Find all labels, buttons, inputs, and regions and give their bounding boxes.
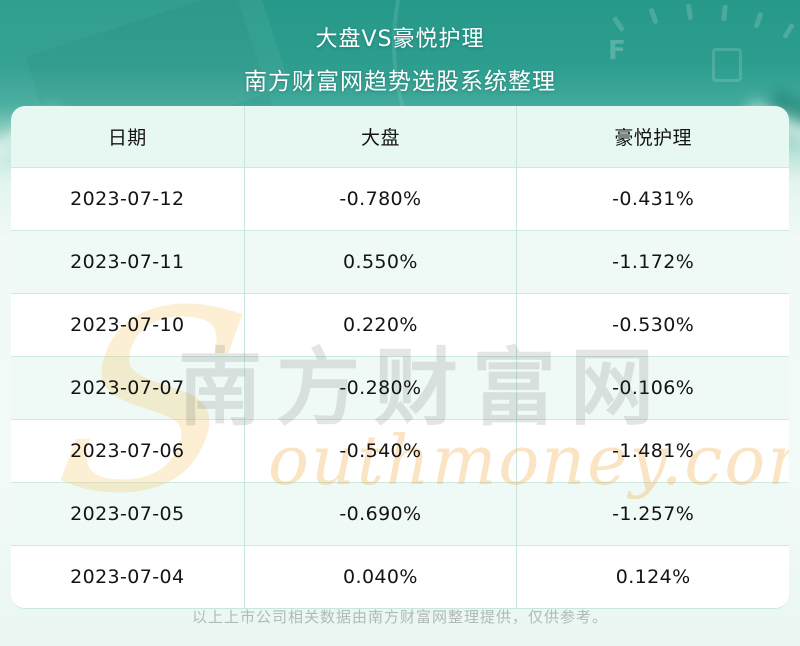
cell-value: 2023-07-11: [70, 251, 185, 273]
cell-value: -0.431%: [612, 188, 695, 210]
page-subtitle: 南方财富网趋势选股系统整理: [244, 69, 556, 95]
table-row: 2023-07-06 -0.540% -1.481%: [11, 419, 789, 482]
cell-value: 2023-07-06: [70, 440, 185, 462]
table-row: 2023-07-07 -0.280% -0.106%: [11, 356, 789, 419]
cell-value: -0.280%: [339, 377, 422, 399]
cell-value: -0.780%: [339, 188, 422, 210]
page-title: 大盘VS豪悦护理: [315, 27, 485, 52]
date-cell: 2023-07-05: [11, 483, 244, 545]
stock-cell: -0.431%: [516, 168, 789, 230]
cell-value: 2023-07-05: [70, 503, 185, 525]
cell-value: -1.257%: [612, 503, 695, 525]
comparison-table: 日期 大盘 豪悦护理 2023-07-12 -0.780% -0.431% 20…: [11, 106, 789, 609]
footer-disclaimer: 以上上市公司相关数据由南方财富网整理提供，仅供参考。: [191, 608, 608, 626]
stock-cell: -0.106%: [516, 357, 789, 419]
market-cell: -0.540%: [243, 420, 517, 482]
page-header: 大盘VS豪悦护理 南方财富网趋势选股系统整理: [0, 0, 800, 96]
col-header-market-text: 大盘: [361, 127, 400, 149]
cell-value: 0.124%: [615, 566, 691, 588]
market-cell: -0.780%: [243, 168, 517, 230]
cell-value: 0.040%: [343, 566, 418, 588]
stock-cell: -1.481%: [516, 420, 789, 482]
stock-cell: -1.172%: [516, 231, 789, 293]
col-header-date: 日期: [11, 106, 244, 167]
date-cell: 2023-07-04: [11, 546, 244, 608]
col-header-date-text: 日期: [107, 127, 147, 149]
market-cell: 0.550%: [243, 231, 517, 293]
cell-value: -0.106%: [612, 377, 695, 399]
stock-cell: -1.257%: [516, 483, 789, 545]
date-cell: 2023-07-10: [11, 294, 244, 356]
cell-value: 0.220%: [343, 314, 418, 336]
cell-value: -1.172%: [612, 251, 695, 273]
cell-value: 2023-07-10: [70, 314, 185, 336]
stock-cell: 0.124%: [516, 546, 789, 608]
date-cell: 2023-07-12: [11, 168, 244, 230]
cell-value: 2023-07-07: [70, 377, 185, 399]
date-cell: 2023-07-07: [11, 357, 244, 419]
cell-value: -0.690%: [339, 503, 422, 525]
col-header-stock-text: 豪悦护理: [614, 127, 692, 149]
cell-value: 2023-07-12: [70, 188, 185, 210]
cell-value: -1.481%: [612, 440, 695, 462]
market-cell: 0.040%: [243, 546, 517, 608]
table-row: 2023-07-10 0.220% -0.530%: [11, 293, 789, 356]
table-header-row: 日期 大盘 豪悦护理: [11, 106, 789, 167]
stock-cell: -0.530%: [516, 294, 789, 356]
date-cell: 2023-07-11: [11, 231, 244, 293]
cell-value: -0.540%: [339, 440, 422, 462]
market-cell: 0.220%: [243, 294, 517, 356]
cell-value: 2023-07-04: [70, 566, 185, 588]
date-cell: 2023-07-06: [11, 420, 244, 482]
market-cell: -0.280%: [243, 357, 517, 419]
col-header-stock: 豪悦护理: [516, 106, 789, 167]
col-header-market: 大盘: [243, 106, 517, 167]
table-row: 2023-07-04 0.040% 0.124%: [11, 545, 789, 608]
market-cell: -0.690%: [243, 483, 517, 545]
table-row: 2023-07-05 -0.690% -1.257%: [11, 482, 789, 545]
table-row: 2023-07-12 -0.780% -0.431%: [11, 167, 789, 230]
cell-value: 0.550%: [343, 251, 418, 273]
table-row: 2023-07-11 0.550% -1.172%: [11, 230, 789, 293]
cell-value: -0.530%: [612, 314, 695, 336]
